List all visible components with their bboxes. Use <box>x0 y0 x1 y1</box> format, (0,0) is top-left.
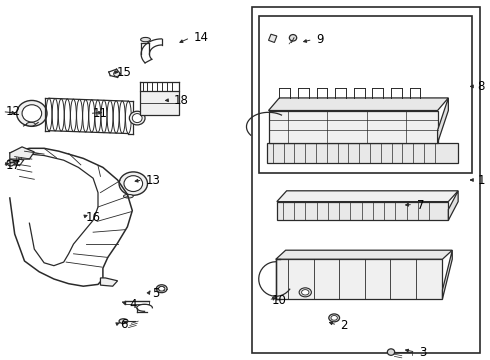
Polygon shape <box>269 111 438 143</box>
Bar <box>267 143 458 163</box>
Ellipse shape <box>119 172 147 195</box>
Polygon shape <box>140 91 179 115</box>
Text: 4: 4 <box>130 298 137 311</box>
Ellipse shape <box>141 37 150 42</box>
Text: 1: 1 <box>478 174 485 186</box>
Text: 14: 14 <box>194 31 209 44</box>
Ellipse shape <box>387 349 395 355</box>
Polygon shape <box>438 98 448 143</box>
Polygon shape <box>276 259 442 299</box>
Polygon shape <box>277 191 458 202</box>
Ellipse shape <box>17 100 47 126</box>
Ellipse shape <box>132 113 142 122</box>
Polygon shape <box>269 34 277 42</box>
Polygon shape <box>276 250 452 259</box>
Ellipse shape <box>124 176 143 192</box>
Polygon shape <box>448 191 458 220</box>
Text: 15: 15 <box>117 66 131 78</box>
Ellipse shape <box>114 71 120 77</box>
Bar <box>277 202 448 220</box>
Text: 16: 16 <box>86 211 101 224</box>
Ellipse shape <box>22 105 42 122</box>
Text: 6: 6 <box>120 318 127 330</box>
Text: 17: 17 <box>6 159 21 172</box>
Text: 3: 3 <box>419 346 426 359</box>
Text: 18: 18 <box>174 94 189 107</box>
Text: 10: 10 <box>272 294 287 307</box>
Ellipse shape <box>26 122 35 126</box>
Ellipse shape <box>329 314 340 322</box>
Ellipse shape <box>7 159 15 166</box>
Polygon shape <box>442 250 452 299</box>
Ellipse shape <box>123 194 133 198</box>
Text: 7: 7 <box>416 199 424 212</box>
Text: 8: 8 <box>478 80 485 93</box>
Ellipse shape <box>301 289 309 295</box>
Polygon shape <box>269 98 448 111</box>
Bar <box>252 7 480 353</box>
Ellipse shape <box>289 35 297 41</box>
Ellipse shape <box>299 288 312 297</box>
Text: 13: 13 <box>146 174 161 186</box>
Ellipse shape <box>159 287 165 291</box>
Polygon shape <box>10 147 34 159</box>
Ellipse shape <box>129 111 145 125</box>
Text: 2: 2 <box>341 319 348 332</box>
Ellipse shape <box>156 285 167 293</box>
Text: 11: 11 <box>93 107 108 120</box>
Polygon shape <box>100 278 118 286</box>
Ellipse shape <box>119 319 128 323</box>
Text: 5: 5 <box>152 287 159 300</box>
Bar <box>259 16 472 173</box>
Text: 9: 9 <box>316 33 323 46</box>
Ellipse shape <box>331 315 337 320</box>
Text: 12: 12 <box>6 105 21 118</box>
